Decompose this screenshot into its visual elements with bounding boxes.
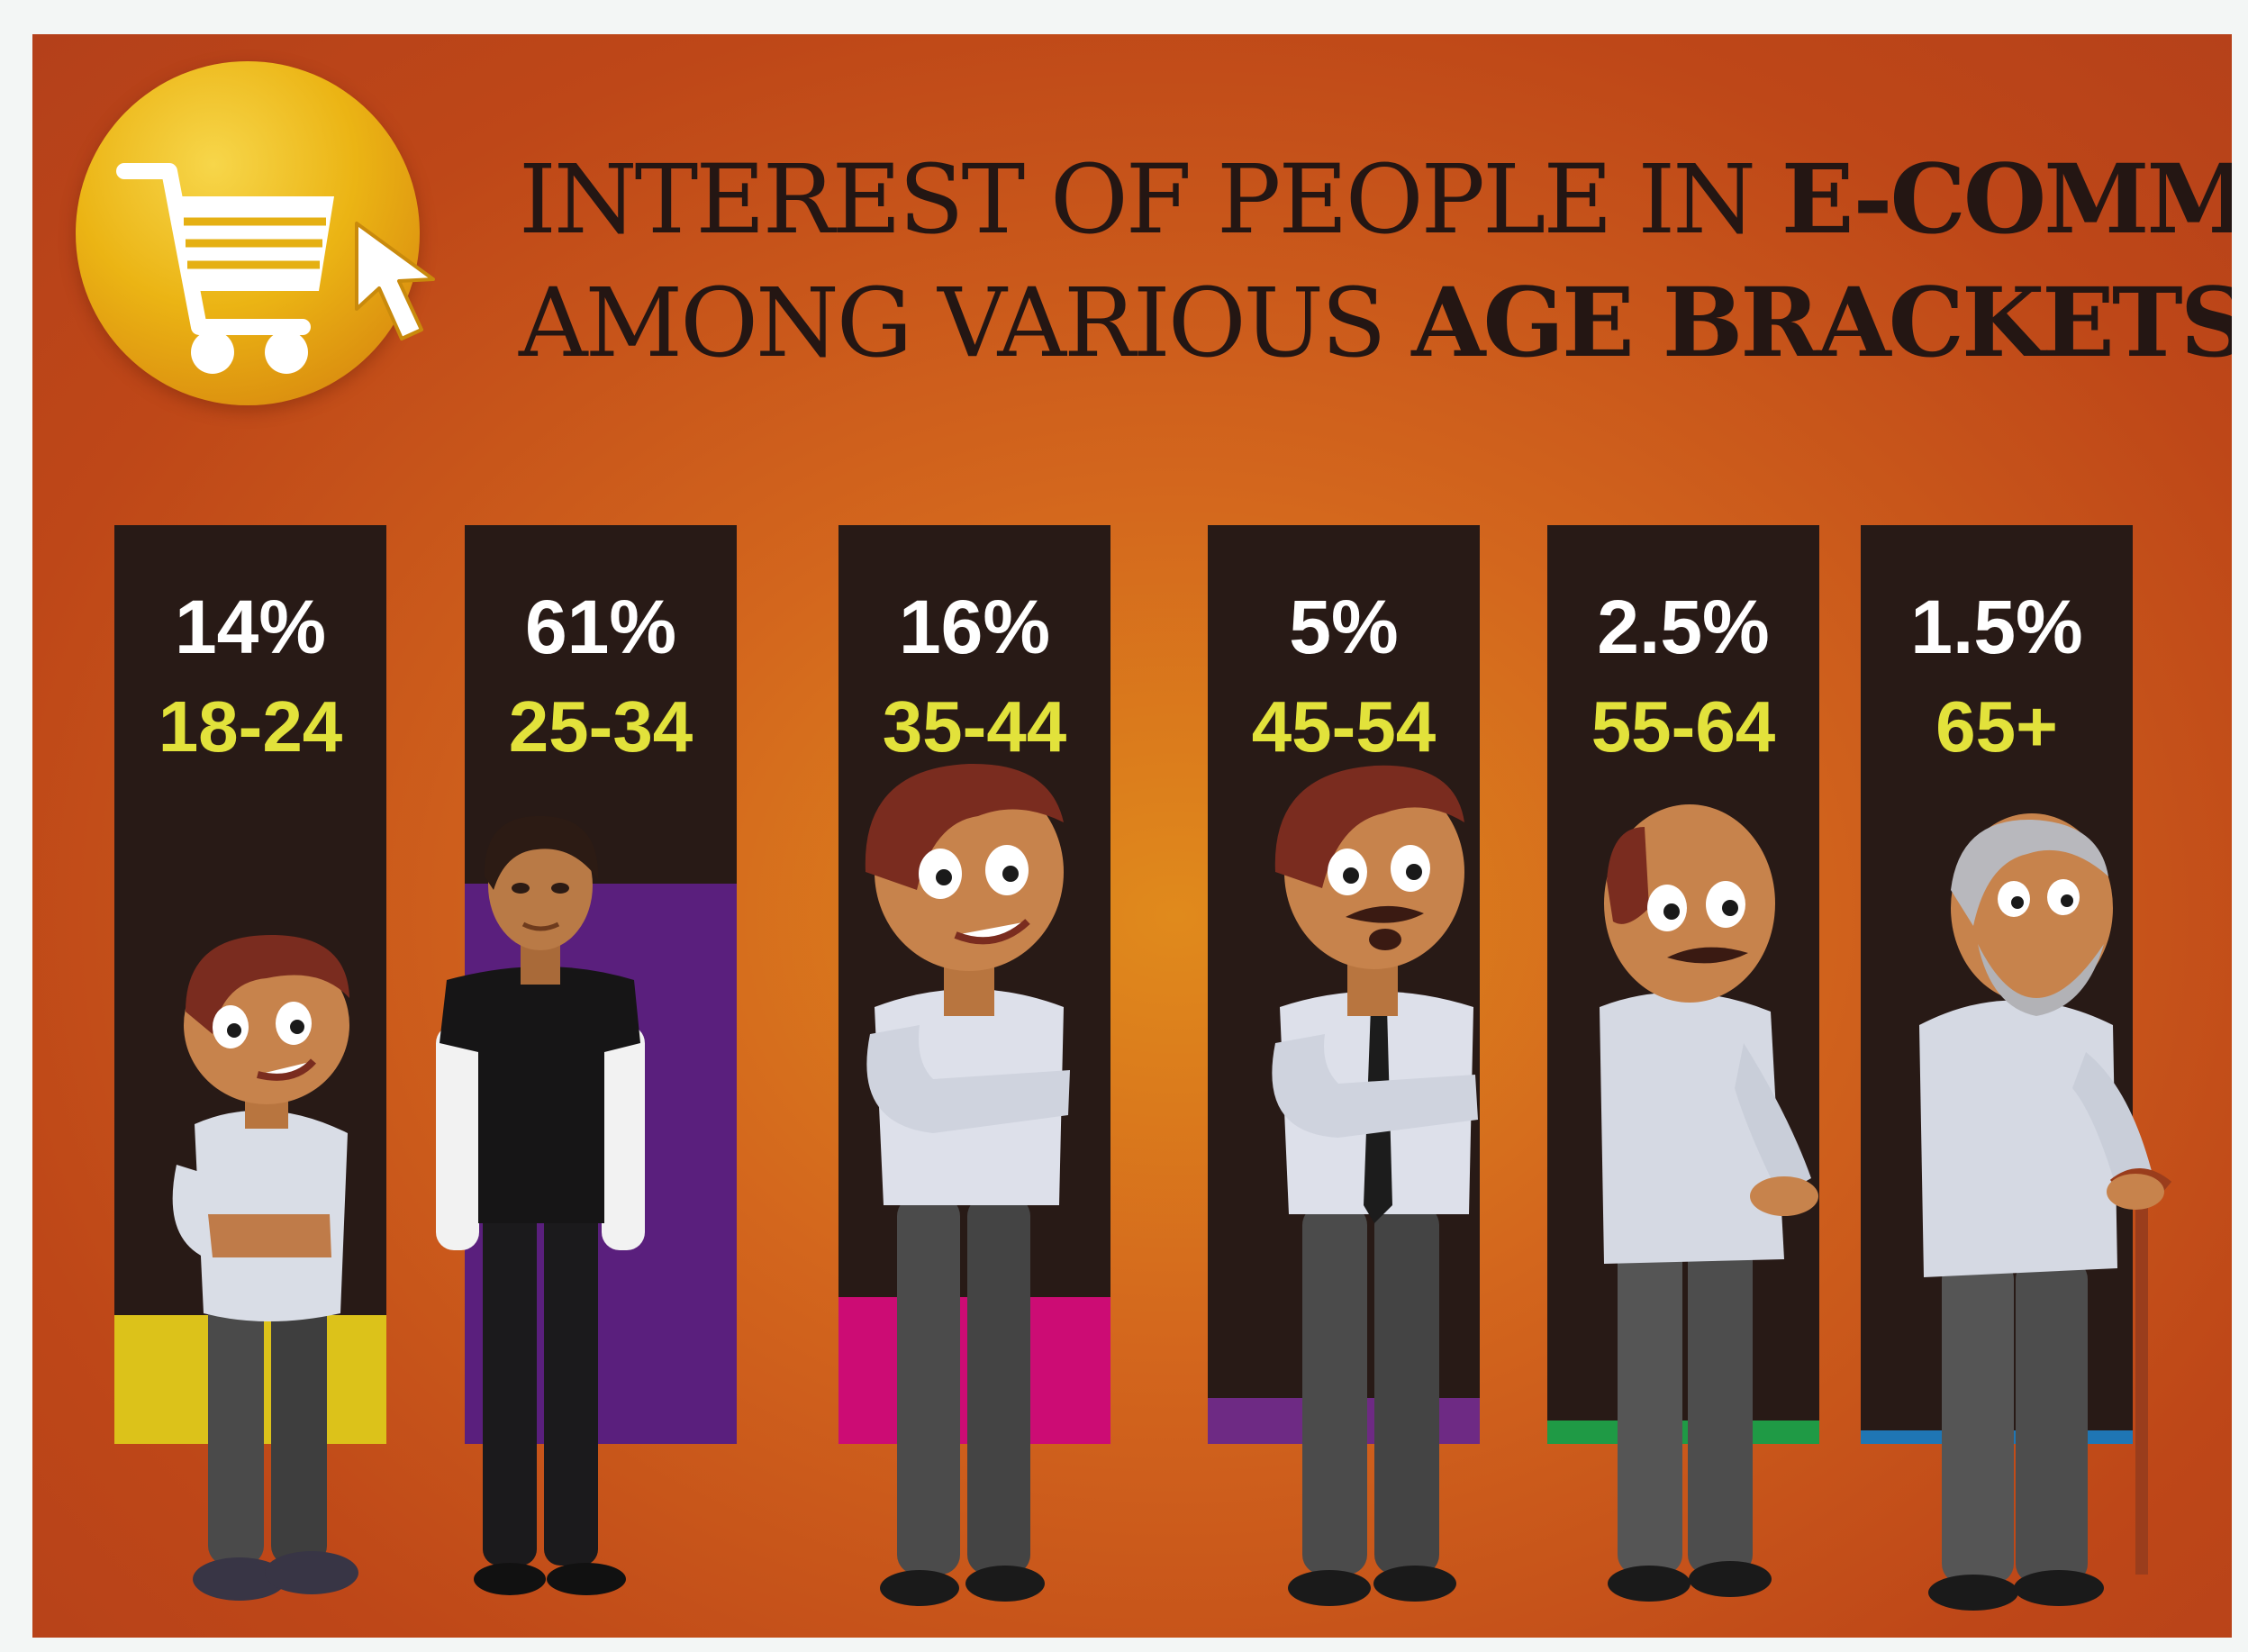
bar-fill (1547, 1421, 1819, 1444)
value-label: 5% (1289, 585, 1399, 669)
value-label: 1.5% (1910, 585, 2083, 669)
older-man-illustration (1600, 804, 1818, 1602)
middle-aged-man-illustration (1272, 765, 1478, 1606)
category-label: 45-54 (1251, 686, 1437, 767)
mouse-cursor-icon (355, 222, 435, 340)
title-line2-light: AMONG VARIOUS (519, 268, 1412, 378)
shopping-cart-icon (116, 163, 334, 374)
title-line-1: INTEREST OF PEOPLE IN E-COMMERCE (519, 138, 2232, 261)
category-label: 18-24 (158, 686, 343, 767)
title-line2-bold: AGE BRACKETS (1411, 266, 2232, 378)
category-label: 55-64 (1591, 686, 1776, 767)
adult-man-illustration (865, 763, 1070, 1606)
infographic: INTEREST OF PEOPLE IN E-COMMERCE AMONG V… (32, 34, 2232, 1638)
young-man-illustration (172, 934, 358, 1601)
value-label: 61% (524, 585, 677, 669)
value-label: 16% (898, 585, 1051, 669)
category-label: 35-44 (882, 686, 1067, 767)
category-label: 65+ (1935, 686, 2058, 767)
value-label: 2.5% (1597, 585, 1770, 669)
title-line1-bold: E-COMMERCE (1781, 142, 2232, 255)
chart-title: INTEREST OF PEOPLE IN E-COMMERCE AMONG V… (519, 138, 2232, 385)
category-label: 25-34 (508, 686, 693, 767)
young-adult-illustration (436, 815, 645, 1595)
title-line-2: AMONG VARIOUS AGE BRACKETS (519, 261, 2232, 385)
title-line1-light: INTEREST OF PEOPLE IN (519, 144, 1781, 255)
elderly-man-illustration (1919, 813, 2172, 1611)
value-label: 14% (174, 585, 327, 669)
